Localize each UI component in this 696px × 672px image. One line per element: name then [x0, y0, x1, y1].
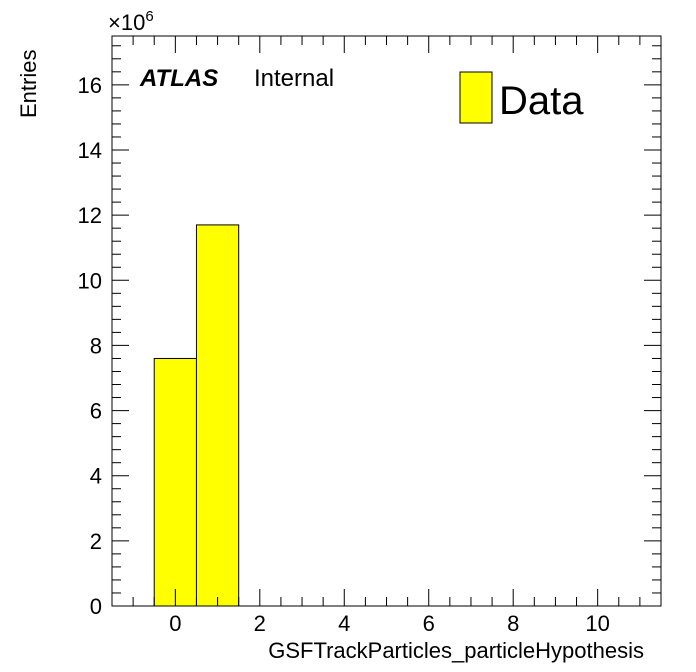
x-tick-label: 4: [338, 611, 350, 636]
x-tick-label: 0: [169, 611, 181, 636]
y-tick-label: 14: [78, 138, 102, 163]
legend-swatch-data: [459, 71, 493, 124]
atlas-label: ATLAS: [139, 65, 218, 92]
axis-ticks: [111, 36, 662, 607]
x-tick-label: 2: [254, 611, 266, 636]
histogram-bars: [153, 224, 240, 607]
y-axis-title: Entries: [16, 50, 41, 118]
x-tick-label: 8: [507, 611, 519, 636]
legend-label-data: Data: [499, 79, 584, 123]
y-tick-label: 2: [90, 529, 102, 554]
y-tick-label: 8: [90, 333, 102, 358]
y-tick-label: 6: [90, 399, 102, 424]
y-tick-label: 10: [78, 268, 102, 293]
legend: Data: [459, 71, 584, 124]
tick-labels: 0 2 4 6 8 10 0 2 4 6 8 10 12 14 16: [78, 73, 610, 636]
x-axis-title: GSFTrackParticles_particleHypothesis: [268, 638, 644, 663]
internal-label: Internal: [254, 65, 334, 92]
histogram-bar-1: [195, 224, 240, 607]
x-tick-label: 10: [585, 611, 609, 636]
histogram-bar-0: [153, 357, 197, 607]
y-tick-label: 12: [78, 203, 102, 228]
y-tick-label: 0: [90, 594, 102, 619]
y-tick-label: 16: [78, 73, 102, 98]
y-tick-label: 4: [90, 464, 102, 489]
x-tick-label: 6: [423, 611, 435, 636]
y-multiplier-label: ×106: [108, 8, 154, 35]
